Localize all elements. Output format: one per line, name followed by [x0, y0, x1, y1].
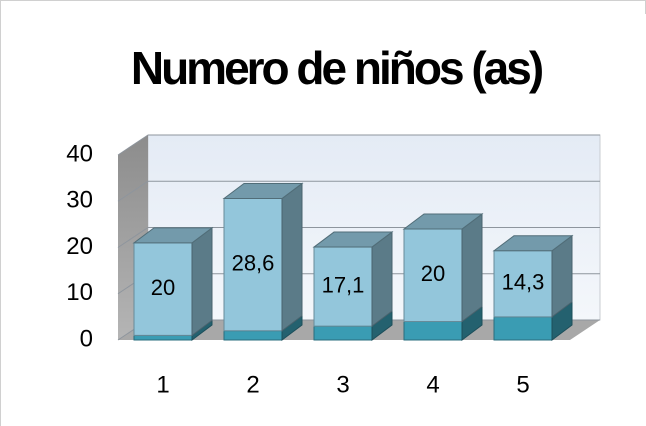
bar: [223, 330, 283, 341]
bar-side: [191, 226, 213, 337]
bar-top: [312, 231, 394, 248]
bar-top: [132, 227, 214, 244]
y-tick-label: 10: [66, 279, 93, 306]
y-tick-label: 0: [80, 325, 93, 352]
bar: [493, 250, 553, 318]
grid-line: [117, 180, 149, 202]
data-label: 14,3: [502, 270, 545, 295]
chart-title: Numero de niños (as): [131, 42, 543, 94]
y-tick-label: 30: [66, 187, 93, 214]
grid-line: [117, 227, 149, 248]
grid-line: [117, 134, 149, 156]
bar: [313, 325, 373, 341]
y-tick-label: 40: [66, 140, 93, 167]
bar: [403, 321, 463, 341]
y-tick-label: 20: [66, 233, 93, 260]
x-tick-label: 5: [516, 371, 529, 398]
bar-side: [371, 231, 393, 328]
bar-side: [281, 182, 303, 332]
data-label: 20: [151, 275, 175, 300]
bar: [223, 197, 283, 332]
bar-side: [461, 213, 483, 323]
bar-top: [402, 213, 484, 230]
bar: [493, 316, 553, 341]
bar-top: [222, 182, 304, 199]
data-label: 17,1: [322, 272, 365, 297]
bar: [133, 334, 193, 341]
x-tick-label: 2: [246, 371, 259, 398]
bar-top: [492, 235, 574, 252]
x-tick-label: 4: [426, 371, 439, 398]
bar: [133, 242, 193, 336]
bar: [313, 246, 373, 327]
x-tick-label: 3: [336, 371, 349, 398]
x-tick-label: 1: [156, 371, 169, 398]
data-label: 20: [421, 261, 445, 286]
data-label: 28,6: [232, 250, 275, 275]
